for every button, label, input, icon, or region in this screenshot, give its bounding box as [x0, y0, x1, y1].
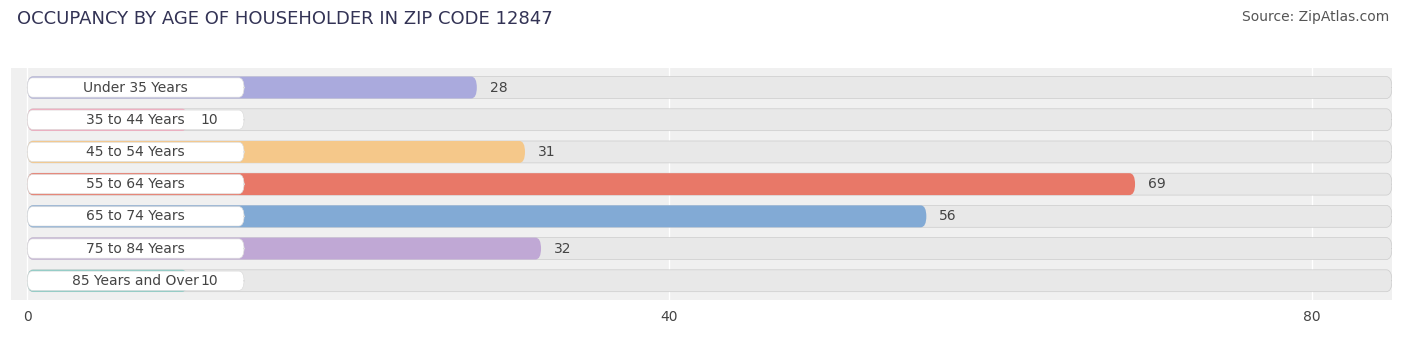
FancyBboxPatch shape — [27, 239, 245, 258]
Text: 31: 31 — [538, 145, 555, 159]
Text: OCCUPANCY BY AGE OF HOUSEHOLDER IN ZIP CODE 12847: OCCUPANCY BY AGE OF HOUSEHOLDER IN ZIP C… — [17, 10, 553, 28]
FancyBboxPatch shape — [27, 205, 1392, 227]
FancyBboxPatch shape — [27, 238, 541, 260]
Text: Source: ZipAtlas.com: Source: ZipAtlas.com — [1241, 10, 1389, 24]
Text: 85 Years and Over: 85 Years and Over — [72, 274, 200, 288]
Text: 65 to 74 Years: 65 to 74 Years — [86, 209, 186, 223]
FancyBboxPatch shape — [27, 270, 1392, 292]
FancyBboxPatch shape — [27, 110, 245, 129]
FancyBboxPatch shape — [27, 270, 188, 292]
FancyBboxPatch shape — [27, 238, 1392, 260]
FancyBboxPatch shape — [27, 173, 1392, 195]
Text: 32: 32 — [554, 241, 571, 255]
FancyBboxPatch shape — [27, 205, 927, 227]
Text: Under 35 Years: Under 35 Years — [83, 80, 188, 94]
Text: 35 to 44 Years: 35 to 44 Years — [86, 113, 186, 127]
Text: 75 to 84 Years: 75 to 84 Years — [86, 241, 186, 255]
FancyBboxPatch shape — [27, 175, 245, 194]
FancyBboxPatch shape — [27, 173, 1135, 195]
FancyBboxPatch shape — [27, 77, 477, 99]
FancyBboxPatch shape — [27, 77, 1392, 99]
FancyBboxPatch shape — [27, 142, 245, 162]
FancyBboxPatch shape — [27, 109, 1392, 131]
FancyBboxPatch shape — [27, 109, 188, 131]
FancyBboxPatch shape — [27, 141, 524, 163]
Text: 69: 69 — [1147, 177, 1166, 191]
Text: 10: 10 — [201, 274, 218, 288]
FancyBboxPatch shape — [27, 207, 245, 226]
FancyBboxPatch shape — [27, 78, 245, 97]
Text: 10: 10 — [201, 113, 218, 127]
Text: 56: 56 — [939, 209, 957, 223]
Text: 55 to 64 Years: 55 to 64 Years — [86, 177, 186, 191]
FancyBboxPatch shape — [27, 141, 1392, 163]
Text: 28: 28 — [489, 80, 508, 94]
FancyBboxPatch shape — [27, 271, 245, 291]
Text: 45 to 54 Years: 45 to 54 Years — [86, 145, 186, 159]
